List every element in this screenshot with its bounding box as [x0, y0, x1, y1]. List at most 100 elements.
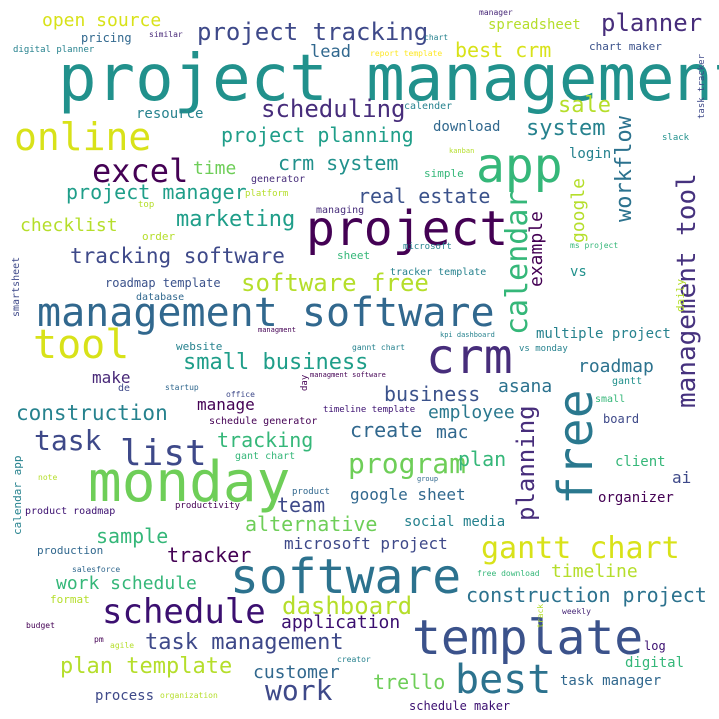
word-board: board: [603, 412, 640, 426]
word-top: top: [138, 200, 155, 210]
word-weekly: weekly: [562, 607, 591, 616]
word-roadmap-template: roadmap template: [105, 276, 221, 290]
word-schedule: schedule: [102, 592, 266, 632]
word-digital-planner: digital planner: [13, 45, 95, 55]
word-managing: managing: [316, 205, 365, 216]
word-team: team: [277, 493, 326, 517]
word-pm: pm: [94, 635, 104, 644]
word-tracker: tracker: [167, 543, 252, 567]
word-platform: platform: [245, 189, 289, 199]
word-calender: calender: [404, 101, 453, 112]
word-login: login: [569, 146, 612, 162]
word-management-software: management software: [37, 290, 495, 336]
word-chart: chart: [424, 33, 449, 42]
word-group: group: [417, 475, 439, 483]
word-gantt: gantt: [612, 376, 643, 387]
word-download: download: [433, 119, 501, 135]
word-note: note: [38, 473, 58, 482]
word-task-manager: task manager: [560, 673, 662, 689]
word-de: de: [118, 383, 131, 394]
word-sale: sale: [558, 93, 611, 118]
word-microsoft-project: microsoft project: [284, 534, 448, 553]
word-work: work: [265, 674, 333, 707]
word-database: database: [136, 292, 185, 303]
word-resource: resource: [136, 106, 204, 122]
word-format: format: [50, 593, 90, 606]
word-startup: startup: [165, 383, 199, 392]
word-checklist: checklist: [20, 215, 118, 236]
word-free: free: [548, 389, 604, 505]
word-product: product: [292, 487, 330, 497]
word-productivity: productivity: [175, 501, 241, 511]
word-customer: customer: [253, 662, 340, 683]
word-managment-software: managment software: [310, 371, 386, 379]
word-slack: slack: [662, 133, 690, 143]
word-digital: digital: [625, 655, 685, 671]
word-system: system: [526, 116, 606, 141]
word-manager: manager: [479, 8, 513, 17]
word-plan: plan: [458, 447, 507, 471]
word-plan-template: plan template: [60, 654, 233, 679]
word-crm: crm: [426, 329, 513, 385]
word-log: log: [644, 639, 666, 653]
word-small: small: [595, 394, 626, 405]
word-generator: generator: [251, 174, 306, 185]
word-small-business: small business: [183, 350, 369, 375]
word-product-roadmap: product roadmap: [25, 506, 116, 517]
word-chart-maker: chart maker: [589, 40, 662, 53]
word-task: task: [34, 424, 102, 457]
word-asana: asana: [498, 376, 553, 397]
word-alternative: alternative: [245, 512, 378, 536]
word-creator: creator: [337, 655, 371, 664]
word-tracking: tracking: [217, 428, 314, 452]
word-online: online: [14, 115, 152, 159]
word-best: best: [455, 657, 552, 703]
word-sample: sample: [96, 524, 169, 548]
word-tool: tool: [33, 322, 130, 368]
word-organizer: organizer: [598, 490, 674, 506]
word-google: google: [568, 177, 589, 243]
word-dashboard: dashboard: [282, 592, 413, 620]
word-tracker-template: tracker template: [390, 267, 487, 278]
word-vs-monday: vs monday: [519, 344, 568, 354]
word-software: software: [230, 549, 462, 605]
word-planning: planning: [512, 405, 540, 521]
word-organization: organization: [160, 691, 218, 700]
word-social-media: social media: [404, 514, 506, 530]
word-gannt-chart: gannt chart: [352, 343, 405, 352]
word-trello: trello: [373, 670, 446, 694]
word-project-manager: project manager: [66, 180, 247, 204]
word-spreadsheet: spreadsheet: [488, 17, 581, 33]
word-roadmap: roadmap: [578, 356, 654, 377]
word-crm-system: crm system: [278, 151, 399, 175]
word-project: project: [306, 201, 509, 257]
word-workflow: workflow: [612, 116, 637, 222]
word-list: list: [120, 433, 207, 474]
word-pricing: pricing: [81, 31, 132, 45]
word-work-schedule: work schedule: [56, 573, 197, 594]
word-order: order: [142, 230, 176, 243]
word-example: example: [526, 211, 547, 287]
word-best-crm: best crm: [455, 38, 552, 62]
word-project-planning: project planning: [221, 123, 414, 147]
word-similar: similar: [149, 30, 183, 39]
word-ms-project: ms project: [570, 241, 619, 250]
word-lead: lead: [310, 42, 351, 62]
word-daily: daily: [674, 278, 687, 312]
word-budget: budget: [26, 621, 55, 630]
word-ai: ai: [672, 468, 692, 487]
word-managment: managment: [258, 326, 296, 334]
word-schedule-maker: schedule maker: [409, 699, 511, 713]
word-business: business: [384, 382, 481, 406]
word-schedule-generator: schedule generator: [209, 416, 318, 427]
word-smartsheet: smartsheet: [11, 256, 22, 317]
word-salesforce: salesforce: [72, 565, 121, 574]
word-monday: monday: [88, 450, 291, 515]
word-marketing: marketing: [176, 207, 296, 232]
word-simple: simple: [424, 167, 464, 180]
word-project-tracking: project tracking: [197, 18, 429, 46]
word-real-estate: real estate: [358, 184, 491, 208]
word-program: program: [348, 447, 467, 480]
word-office: office: [226, 390, 255, 399]
